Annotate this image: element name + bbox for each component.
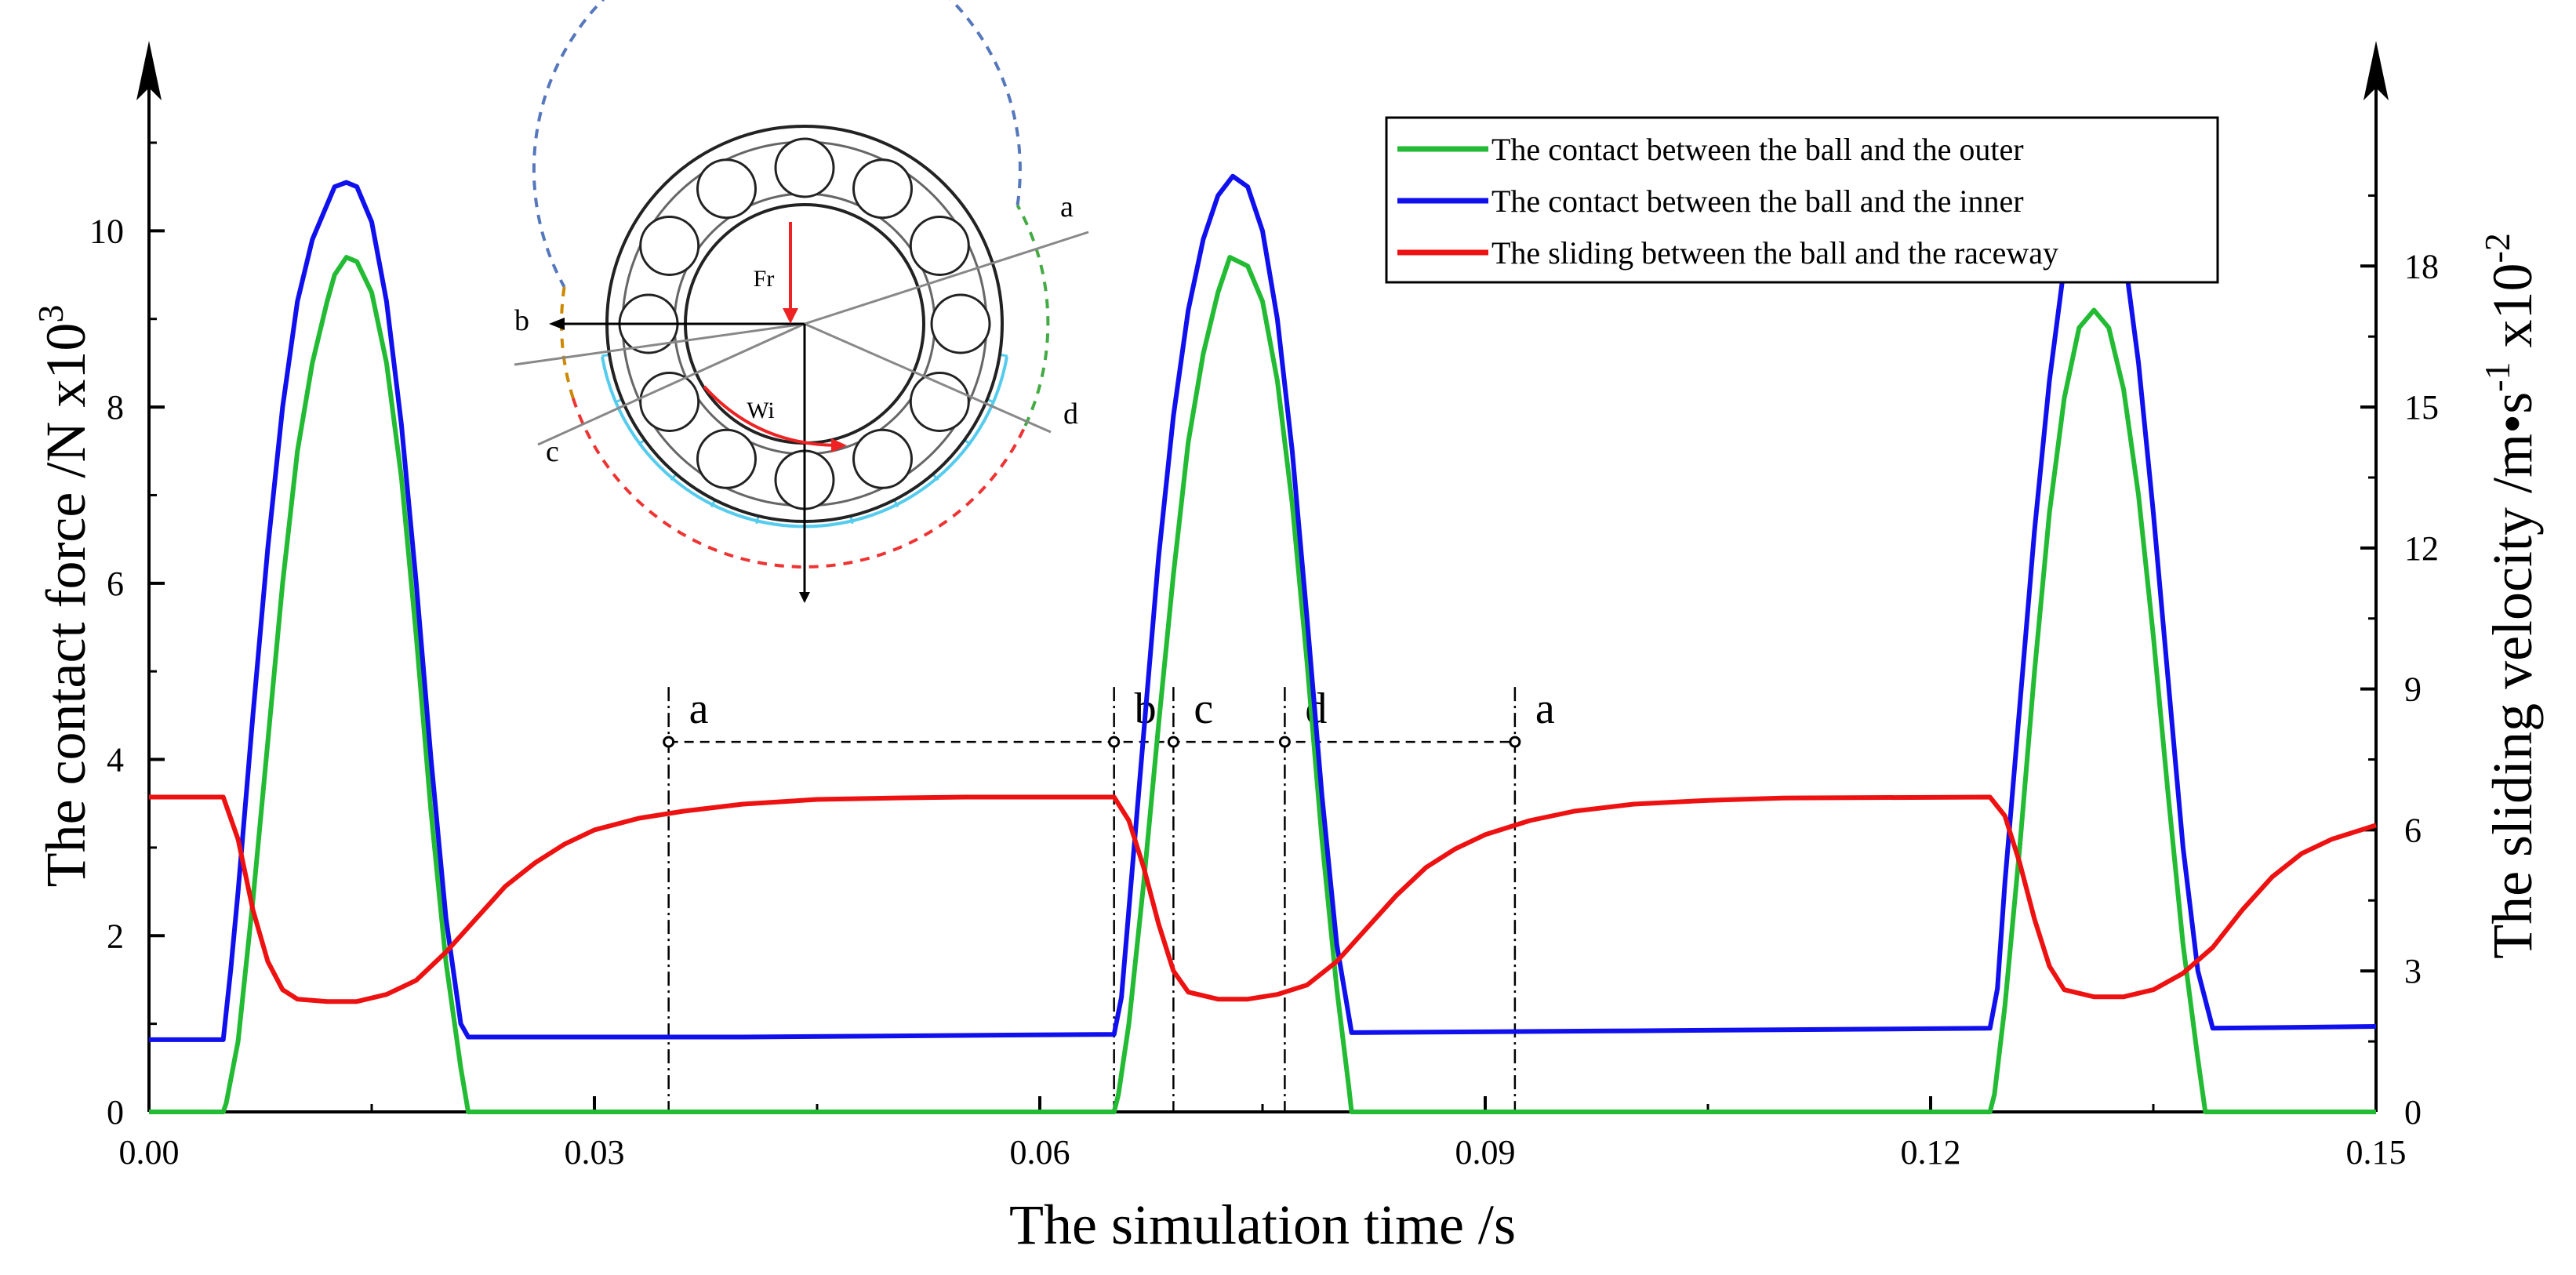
inset-ball [696,158,757,220]
y-left-tick-label: 0 [107,1093,124,1132]
inset-label-a: a [1060,191,1074,223]
x-tick-label: 0.09 [1455,1133,1516,1171]
inset-fr-arrowhead [783,308,798,324]
inset-ball [639,216,700,276]
bearing-inset-diagram: Fr Wi a b c d [514,0,1089,603]
y-right-axis-arrow [2363,41,2389,100]
inset-line-c [537,322,805,446]
annotation-label: a [1535,685,1555,733]
inset-label-b: b [514,304,529,337]
legend-label-outer: The contact between the ball and the out… [1491,132,2024,167]
inset-wi-arrow [703,385,840,447]
inset-ball [930,293,991,354]
legend-label-inner: The contact between the ball and the inn… [1491,183,2024,219]
annotation-marker-point [663,736,675,748]
inset-axis-down-arrow [799,592,810,603]
x-axis-title: The simulation time /s [1009,1193,1516,1256]
y-left-tick-label: 2 [107,917,124,955]
inset-ball [696,428,757,489]
series-line-outer [149,255,2376,1114]
inset-ball [909,372,970,432]
annotation-marker-point [1108,736,1121,748]
x-tick-label: 0.00 [119,1133,180,1171]
legend-label-sliding: The sliding between the ball and the rac… [1491,235,2058,271]
y-left-tick-label: 6 [107,565,124,603]
annotation-label: a [689,685,709,733]
inset-label-fr: Fr [754,266,775,292]
y-right-tick-label: 6 [2404,811,2422,849]
annotation-marker-point [1278,736,1291,748]
inset-arc-top [532,0,1022,288]
inset-axis-left-arrow [549,318,565,330]
annotation-marker-point [1509,736,1521,748]
inset-ball [774,137,835,198]
y-right-title-sup2: -2 [2477,233,2517,263]
y-left-tick-label: 4 [107,741,124,779]
y-left-tick-label: 10 [89,212,124,250]
legend: The contact between the ball and the out… [1385,116,2219,284]
annotation-marker-point [1167,736,1179,748]
y-left-title-sup: 3 [31,305,71,323]
x-tick-label: 0.06 [1010,1133,1070,1171]
inset-ball [909,216,970,276]
annotation-label: c [1194,685,1213,733]
y-left-axis-title: The contact force /N x103 [31,305,97,888]
y-right-axis-title: The sliding velocity /m•s-1 x10-2 [2477,233,2544,959]
y-right-title-main: The sliding velocity /m•s [2481,392,2544,959]
y-right-title-mid: x10 [2481,263,2544,361]
inset-line-b [514,322,805,366]
inset-line-d [804,322,1052,434]
inset-line-a [804,231,1089,325]
y-right-title-sup1: -1 [2477,361,2517,391]
inset-wi-arrowhead [831,438,847,452]
x-tick-label: 0.15 [2346,1133,2407,1171]
y-left-title-main: The contact force /N x10 [35,323,97,888]
y-right-tick-label: 0 [2404,1093,2422,1132]
ticks: 0.00 0.03 0.06 0.09 0.12 0.150246810036912151… [89,141,2439,1171]
x-tick-label: 0.03 [565,1133,625,1171]
inset-label-wi: Wi [747,398,774,423]
inset-balls [618,137,991,510]
inset-arc-left [560,286,575,399]
y-right-tick-label: 9 [2404,670,2422,709]
inset-arc-right [1016,204,1050,427]
inset-label-c: c [546,435,559,468]
y-right-tick-label: 12 [2404,529,2439,568]
inset-ball [852,158,913,220]
legend-box [1385,116,2219,284]
y-right-tick-label: 15 [2404,388,2439,427]
x-tick-label: 0.12 [1901,1133,1961,1171]
series-line-sliding [149,794,2377,1004]
y-right-tick-label: 18 [2404,247,2439,285]
y-left-axis-arrow [136,41,162,100]
inset-label-d: d [1063,398,1078,430]
y-right-tick-label: 3 [2404,952,2422,990]
y-left-tick-label: 8 [107,388,124,427]
inset-arc-bottom [571,398,1027,568]
inset-ball [852,428,913,489]
inset-ball [639,372,700,432]
